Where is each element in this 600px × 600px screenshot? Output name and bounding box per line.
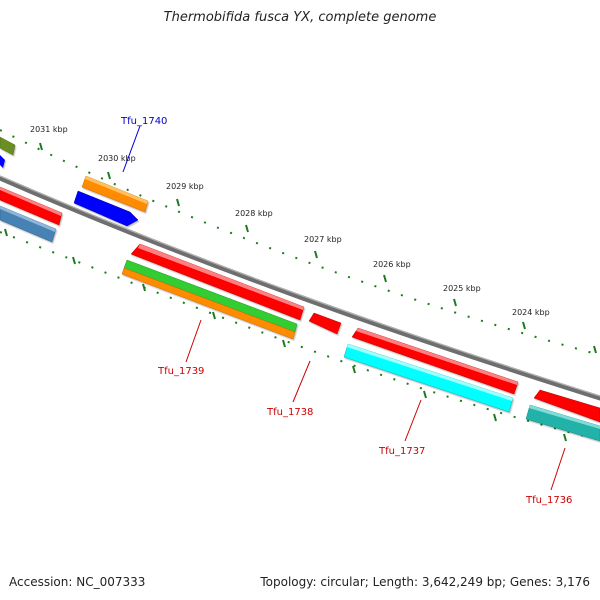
- gene-highlight: [0, 187, 62, 216]
- gene-highlight: [529, 405, 600, 429]
- gene-highlight: [356, 328, 518, 385]
- map-title: Thermobifida fusca YX, complete genome: [163, 10, 437, 25]
- scale-tick: [39, 142, 43, 151]
- scale-tick: [563, 433, 567, 442]
- genome-backbone-highlight: [0, 175, 600, 397]
- scale-label: 2025 kbp: [443, 284, 481, 293]
- scale-label: 2030 kbp: [98, 154, 136, 163]
- genome-summary-text: Topology: circular; Length: 3,642,249 bp…: [260, 575, 590, 589]
- scale-tick: [522, 321, 526, 330]
- scale-tick: [593, 345, 597, 354]
- gene-label-tfu-1739[interactable]: Tfu_1739: [157, 366, 204, 377]
- gene-olive[interactable]: [0, 136, 16, 156]
- scale-tick: [352, 365, 356, 374]
- leader-tfu-1739: [185, 319, 202, 363]
- scale-label: 2031 kbp: [30, 125, 68, 134]
- gene-highlight: [85, 176, 148, 204]
- outer-scale-dots: [0, 129, 600, 356]
- gene-label-tfu-1736[interactable]: Tfu_1736: [525, 495, 572, 506]
- gene-highlight: [138, 244, 304, 310]
- genome-backbone: [0, 175, 600, 401]
- gene-tfu-1738-red[interactable]: [308, 312, 342, 335]
- inner-scale-major-ticks: [4, 228, 567, 442]
- outer-scale-major-ticks: [39, 142, 597, 354]
- leader-tfu-1738: [292, 360, 311, 403]
- accession-text: Accession: NC_007333: [9, 575, 146, 589]
- leader-tfu-1737: [404, 399, 422, 442]
- inner-scale-track: [0, 228, 600, 442]
- gene-blue-arrow[interactable]: [73, 190, 139, 227]
- scale-tick: [383, 274, 387, 283]
- gene-highlight: [347, 344, 513, 401]
- gene-teal[interactable]: [525, 404, 600, 442]
- leader-tfu-1740: [122, 125, 141, 173]
- scale-tick: [176, 198, 180, 207]
- scale-label: 2026 kbp: [373, 260, 411, 269]
- scale-label: 2029 kbp: [166, 182, 204, 191]
- gene-steelblue[interactable]: [0, 205, 57, 243]
- outer-scale-track: 2031 kbp 2030 kbp 2029 kbp 2028 kbp 2027…: [0, 125, 600, 356]
- leader-tfu-1736: [550, 447, 566, 491]
- label-leaders: [122, 125, 566, 491]
- scale-label: 2027 kbp: [304, 235, 342, 244]
- gene-blue-small[interactable]: [0, 155, 5, 168]
- scale-tick: [245, 224, 249, 233]
- scale-tick: [453, 298, 457, 307]
- gene-label-tfu-1738[interactable]: Tfu_1738: [266, 407, 313, 418]
- scale-tick: [423, 390, 427, 399]
- scale-tick: [72, 256, 76, 265]
- gene-highlight: [0, 206, 56, 232]
- gene-orange[interactable]: [121, 267, 296, 340]
- scale-tick: [493, 413, 497, 422]
- scale-label: 2028 kbp: [235, 209, 273, 218]
- scale-tick: [282, 339, 286, 348]
- scale-tick: [142, 283, 146, 292]
- scale-label: 2024 kbp: [512, 308, 550, 317]
- scale-tick: [314, 250, 318, 259]
- scale-tick: [107, 171, 111, 180]
- scale-tick: [212, 311, 216, 320]
- features: [0, 136, 600, 442]
- gene-label-tfu-1737[interactable]: Tfu_1737: [378, 446, 425, 457]
- scale-tick: [4, 228, 8, 237]
- gene-tfu-1736-red[interactable]: [533, 389, 600, 423]
- gene-label-tfu-1740[interactable]: Tfu_1740: [120, 116, 167, 127]
